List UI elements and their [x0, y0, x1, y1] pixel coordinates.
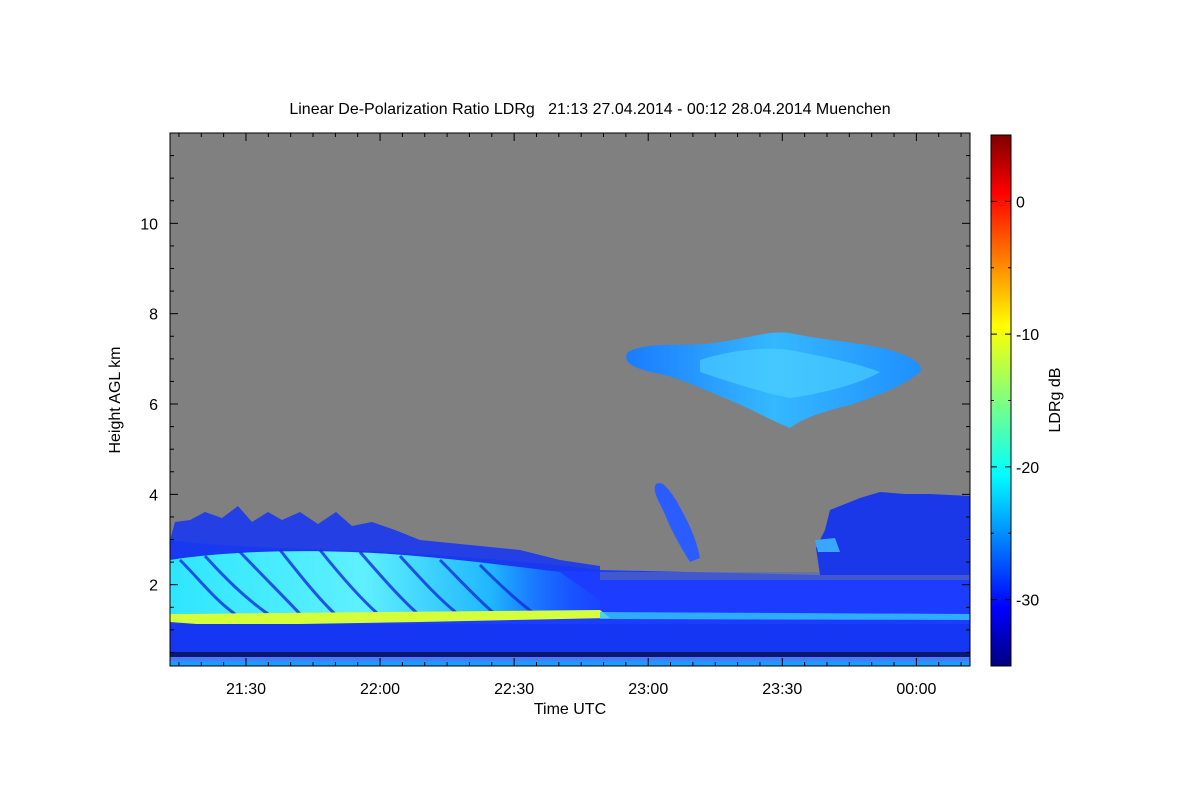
streak-lines	[178, 549, 536, 616]
chart-title: Linear De-Polarization Ratio LDRg 21:13 …	[289, 101, 890, 118]
cirrus-core	[700, 348, 880, 398]
late-cloud	[816, 492, 970, 575]
y-tick-label: 6	[149, 397, 158, 414]
bright-layer-tail	[600, 612, 970, 620]
bright-layer	[170, 610, 610, 628]
x-tick-label: 00:00	[896, 681, 936, 698]
colorbar-tick-label: -20	[1016, 460, 1039, 477]
x-axis: 21:30 22:00 22:30 23:00 23:30 00:00	[178, 133, 962, 698]
x-tick-label: 23:30	[762, 681, 802, 698]
y-tick-label: 8	[149, 307, 158, 324]
x-axis-label: Time UTC	[534, 701, 606, 718]
surface-bottom-band	[170, 661, 970, 666]
y-tick-label: 10	[140, 216, 158, 233]
x-tick-label: 21:30	[226, 681, 266, 698]
x-tick-label: 22:30	[494, 681, 534, 698]
surface-light-band	[170, 657, 970, 661]
y-axis: 2 4 6 8 10	[140, 132, 970, 653]
y-tick-label: 2	[149, 578, 158, 595]
surface-dark-band	[170, 652, 970, 657]
colorbar-tick-label: -30	[1016, 593, 1039, 610]
colorbar-tick-label: 0	[1016, 194, 1025, 211]
backscatter-field	[170, 332, 970, 666]
noise-band	[600, 572, 970, 580]
x-tick-label: 23:00	[628, 681, 668, 698]
plot-frame	[169, 132, 971, 667]
late-cloud-lighter	[815, 538, 840, 552]
y-tick-label: 4	[149, 487, 158, 504]
colorbar-tick-label: -10	[1016, 327, 1039, 344]
aerosol-streak-region	[170, 551, 600, 614]
colorbar-ticks: 0 -10 -20 -30	[991, 194, 1039, 610]
near-surface-band	[170, 624, 970, 652]
virga	[654, 482, 700, 562]
plot-area: 21:30 22:00 22:30 23:00 23:30 00:00 2 4 6 8 10	[140, 132, 971, 698]
colorbar-label: LDRg dB	[1047, 368, 1064, 433]
x-tick-label: 22:00	[360, 681, 400, 698]
y-axis-label: Height AGL km	[107, 346, 124, 453]
colorbar: 0 -10 -20 -30 LDRg dB	[990, 134, 1064, 667]
